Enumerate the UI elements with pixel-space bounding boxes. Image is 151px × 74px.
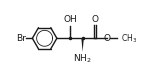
Text: NH$_2$: NH$_2$ (73, 53, 92, 65)
Text: O: O (91, 15, 98, 24)
Polygon shape (81, 38, 84, 52)
Text: CH$_3$: CH$_3$ (121, 32, 137, 45)
Text: Br: Br (16, 34, 26, 43)
Text: O: O (104, 34, 111, 43)
Text: OH: OH (63, 15, 77, 24)
